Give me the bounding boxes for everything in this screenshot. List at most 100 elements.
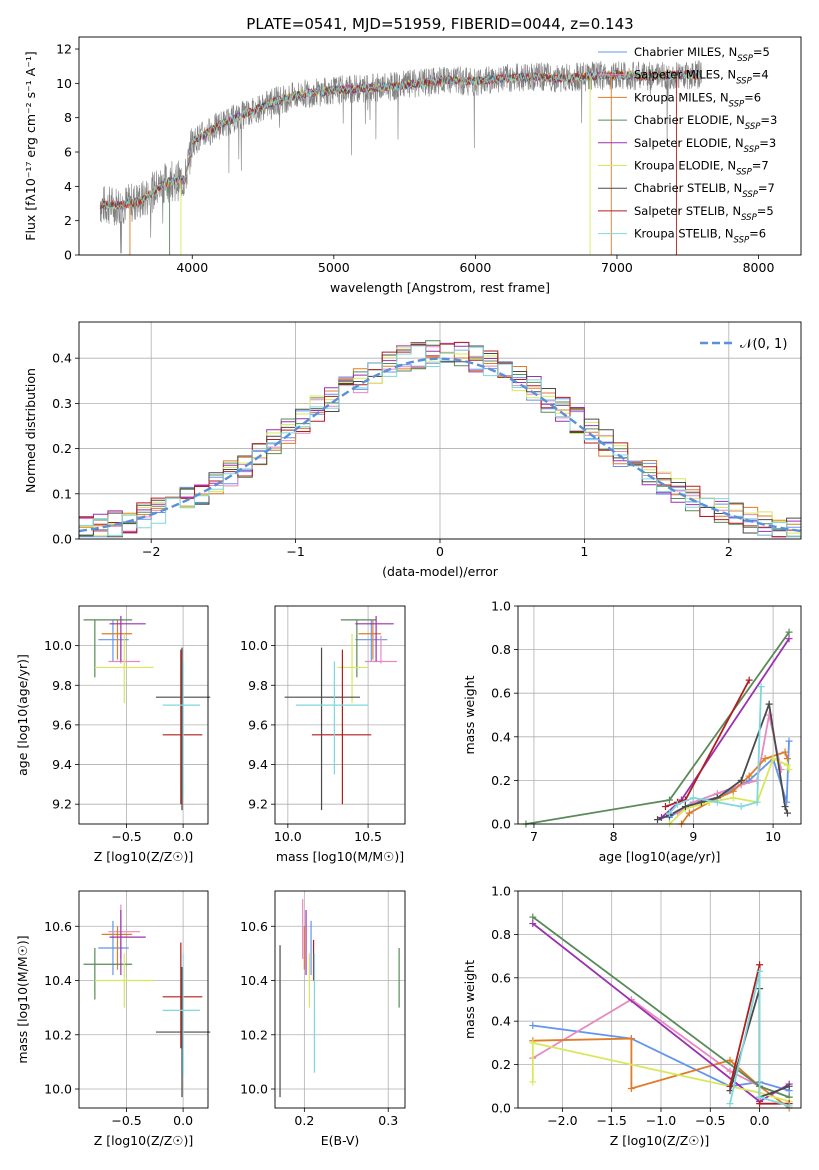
weight-marker-kroupa_miles — [781, 748, 789, 756]
legend-subscript: SSP — [729, 99, 745, 109]
age-mass-panel-grid — [275, 606, 405, 824]
mass-metallicity-panel-plot-area — [83, 904, 211, 1098]
weight-marker-kroupa_stelib — [673, 800, 681, 808]
x-tick-label: −2.0 — [547, 1113, 577, 1128]
age-metallicity-panel-frame — [78, 605, 209, 825]
x-tick-label: −1.0 — [646, 1113, 676, 1128]
weight-marker-chabrier_elodie — [665, 796, 673, 804]
weight-marker-chabrier_stelib — [681, 803, 689, 811]
weight-age-panel-grid — [518, 605, 801, 825]
y-tick-label: 9.4 — [52, 757, 72, 772]
y-tick-label: 10.4 — [44, 973, 72, 988]
y-tick-label: 10.2 — [240, 1027, 268, 1042]
weight-marker-kroupa_elodie — [729, 794, 737, 802]
weight-marker-kroupa_elodie — [769, 755, 777, 763]
legend-entry-salpeter_elodie: Salpeter ELODIE, NSSP=3 — [634, 136, 776, 155]
x-tick-label: −2 — [142, 544, 160, 559]
residual-panel-plot-area: 𝒩(0, 1) — [78, 337, 802, 538]
legend-entry-kroupa_miles: Kroupa MILES, NSSP=6 — [634, 90, 761, 109]
x-tick-label: 0 — [436, 544, 444, 559]
weight-marker-kroupa_miles — [627, 1084, 635, 1092]
y-tick-label: 9.2 — [248, 797, 268, 812]
weight-marker-kroupa_stelib — [737, 803, 745, 811]
y-axis-label: mass [log10(M/M☉)] — [15, 935, 30, 1063]
weight-marker-chabrier_elodie — [529, 913, 537, 921]
x-tick-label: 8000 — [743, 260, 775, 275]
legend-count: =3 — [759, 136, 776, 150]
normal-legend-label: 𝒩(0, 1) — [740, 337, 787, 352]
x-tick-label: 10.5 — [354, 829, 382, 844]
weight-age-panel-frame — [517, 605, 802, 825]
mass-ebv-panel: 0.2 0.3 10.0 10.2 10.4 10.6 E(B-V) — [240, 890, 406, 1148]
y-tick-label: 0.2 — [52, 441, 72, 456]
y-tick-label: 10.0 — [44, 1082, 72, 1097]
y-axis-label: age [log10(age/yr)] — [15, 654, 30, 776]
x-tick-label: −0.5 — [111, 829, 141, 844]
x-tick-label: 10 — [765, 829, 781, 844]
weight-marker-kroupa_stelib — [756, 1093, 764, 1101]
y-tick-label: 0.6 — [491, 686, 511, 701]
weight-marker-kroupa_miles — [761, 755, 769, 763]
weight-metallicity-panel-plot-area — [529, 913, 793, 1112]
y-tick-label: 0.6 — [491, 970, 511, 985]
weight-marker-kroupa_stelib — [713, 798, 721, 806]
weight-marker-kroupa_stelib — [665, 809, 673, 817]
mass-metallicity-panel: −0.5 0.0 10.0 10.2 10.4 10.6 Z [log10(Z/Z☉)] ma… — [15, 890, 211, 1148]
legend-subscript: SSP — [736, 168, 752, 178]
x-tick-label: −1 — [286, 544, 304, 559]
weight-marker-kroupa_stelib — [753, 798, 761, 806]
y-tick-label: 9.4 — [248, 757, 268, 772]
legend-count: =7 — [758, 181, 775, 195]
mass-ebv-panel-grid — [275, 891, 405, 1108]
weight-line-kroupa_stelib — [729, 971, 790, 1107]
y-tick-label: 10.0 — [240, 638, 268, 653]
y-tick-label: 0.0 — [491, 1101, 511, 1116]
y-axis-label: mass weight — [462, 960, 477, 1039]
x-axis-label: age [log10(age/yr)] — [599, 849, 721, 864]
weight-marker-chabrier_miles — [529, 1022, 537, 1030]
spectrum-panel-frame — [78, 36, 802, 256]
y-tick-label: 0 — [64, 248, 72, 263]
weight-marker-chabrier_stelib — [737, 776, 745, 784]
y-tick-label: 0.4 — [52, 351, 72, 366]
legend-entry-salpeter_stelib: Salpeter STELIB, NSSP=5 — [634, 204, 774, 223]
figure-title: PLATE=0541, MJD=51959, FIBERID=0044, z=0… — [246, 15, 633, 33]
x-tick-label: 0.2 — [294, 1113, 314, 1128]
legend-entry-chabrier_stelib: Chabrier STELIB, NSSP=7 — [634, 181, 775, 200]
age-metallicity-panel-grid — [79, 606, 208, 824]
y-axis-label: Flux [fλ10⁻¹⁷ erg cm⁻² s⁻¹ A⁻¹] — [23, 51, 38, 240]
weight-age-panel: 7 8 9 10 0.0 0.2 0.4 0.6 0.8 1.0 age [log10(age/yr… — [462, 599, 802, 864]
weight-marker-kroupa_elodie — [783, 761, 791, 769]
y-tick-label: 9.6 — [52, 717, 72, 732]
spectrum-legend: Chabrier MILES, NSSP=5 Salpeter MILES, NS… — [598, 45, 777, 246]
weight-age-panel-plot-area — [522, 628, 793, 828]
y-tick-label: 10.0 — [240, 1082, 268, 1097]
weight-metallicity-panel-grid — [518, 890, 801, 1109]
x-tick-label: 2 — [725, 544, 733, 559]
x-tick-label: −1.5 — [596, 1113, 626, 1128]
weight-marker-kroupa_miles — [726, 1056, 734, 1064]
weight-marker-salpeter_miles — [726, 1067, 734, 1075]
weight-marker-chabrier_miles — [785, 737, 793, 745]
weight-marker-chabrier_stelib — [654, 816, 662, 824]
x-axis-label: Z [log10(Z/Z☉)] — [94, 1133, 194, 1148]
residual-panel-frame — [78, 321, 802, 540]
legend-subscript: SSP — [736, 77, 752, 87]
weight-marker-kroupa_miles — [745, 772, 753, 780]
spectrum-lines — [99, 60, 702, 255]
weight-marker-chabrier_elodie — [785, 628, 793, 636]
weight-marker-chabrier_stelib — [783, 809, 791, 817]
weight-marker-kroupa_elodie — [529, 1078, 537, 1086]
y-tick-label: 0.4 — [491, 1014, 511, 1029]
x-axis-label: mass [log10(M/M☉)] — [276, 849, 404, 864]
legend-entry-salpeter_miles: Salpeter MILES, NSSP=4 — [634, 68, 769, 87]
legend-entry-kroupa_elodie: Kroupa ELODIE, NSSP=7 — [634, 159, 769, 178]
weight-marker-kroupa_miles — [685, 809, 693, 817]
y-tick-label: 12 — [56, 42, 72, 57]
y-tick-label: 0.1 — [52, 486, 72, 501]
age-metallicity-panel-plot-area — [83, 615, 211, 811]
legend-count: =6 — [749, 227, 766, 241]
weight-marker-kroupa_miles — [627, 1035, 635, 1043]
y-tick-label: 2 — [64, 213, 72, 228]
legend-subscript: SSP — [734, 236, 750, 246]
